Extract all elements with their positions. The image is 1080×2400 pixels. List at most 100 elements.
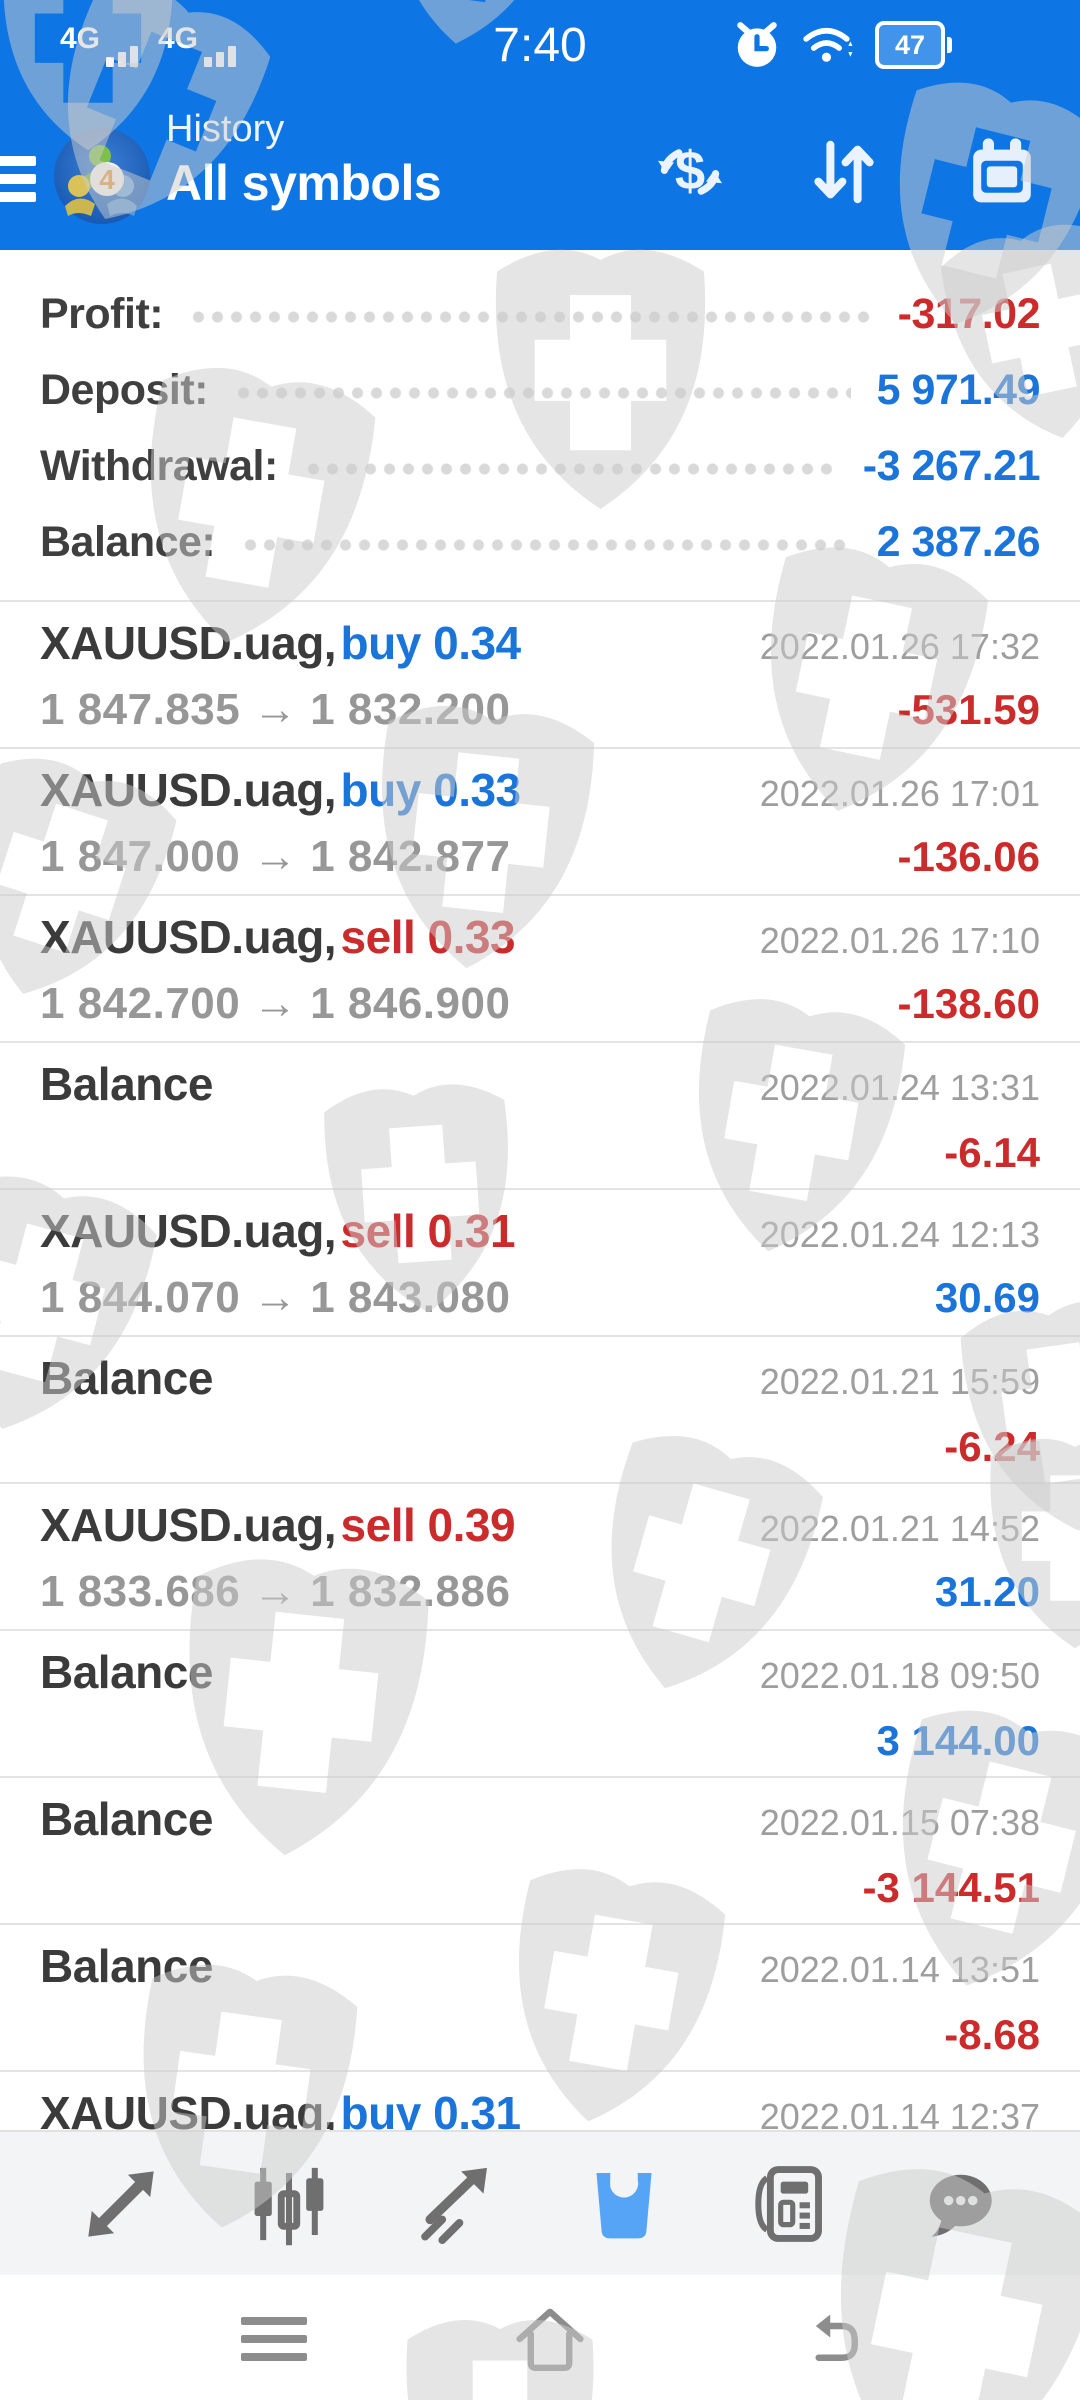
row-profit-value: -138.60: [897, 980, 1040, 1027]
trade-side-label: buy 0.33: [340, 764, 522, 816]
dotted-leader: [303, 459, 837, 479]
history-row-balance[interactable]: Balance 2022.01.21 15:59 -6.24: [0, 1335, 1080, 1482]
mt4-logo[interactable]: 4: [52, 126, 152, 226]
home-button[interactable]: [510, 2299, 590, 2379]
calendar-icon[interactable]: [962, 132, 1042, 212]
row-datetime: 2022.01.26 17:32: [759, 626, 1040, 667]
row-profit-value: -136.06: [897, 833, 1040, 880]
row-profit-value: 30.69: [934, 1274, 1040, 1321]
symbol-label: XAUUSD.uag,: [40, 764, 337, 816]
back-button[interactable]: [796, 2299, 876, 2379]
dotted-leader: [241, 535, 851, 555]
symbol-label: XAUUSD.uag,: [40, 1499, 337, 1551]
history-row-trade[interactable]: XAUUSD.uag, sell 0.33 2022.01.26 17:10 1 8…: [0, 894, 1080, 1041]
history-row-trade[interactable]: XAUUSD.uag, sell 0.39 2022.01.21 14:52 1 8…: [0, 1482, 1080, 1629]
summary-label: Withdrawal:: [40, 441, 278, 490]
history-row-trade[interactable]: XAUUSD.uag, buy 0.34 2022.01.26 17:32 1 84…: [0, 600, 1080, 747]
symbol-label: XAUUSD.uag,: [40, 911, 337, 963]
row-datetime: 2022.01.18 09:50: [759, 1655, 1040, 1696]
row-profit-value: -6.14: [944, 1129, 1040, 1176]
summary-value: -317.02: [897, 289, 1041, 338]
news-icon: [755, 2165, 823, 2242]
summary-label: Deposit:: [40, 365, 209, 414]
symbols-filter-label: All symbols: [166, 155, 442, 211]
row-datetime: 2022.01.26 17:01: [759, 773, 1040, 814]
summary-row-profit: Profit: -317.02: [40, 276, 1041, 352]
summary-value: 5 971.49: [876, 365, 1041, 414]
row-datetime: 2022.01.24 12:13: [759, 1214, 1040, 1255]
row-datetime: 2022.01.26 17:10: [759, 920, 1040, 961]
tab-charts[interactable]: [243, 2158, 335, 2250]
history-row-trade[interactable]: XAUUSD.uag, buy 0.33 2022.01.26 17:01 1 84…: [0, 747, 1080, 894]
tab-history[interactable]: [578, 2158, 670, 2250]
history-row-balance[interactable]: Balance 2022.01.14 13:51 -8.68: [0, 1923, 1080, 2070]
tab-news[interactable]: [745, 2158, 837, 2250]
account-summary: Profit: -317.02 Deposit: 5 971.49 Withdr…: [0, 250, 1080, 600]
row-datetime: 2022.01.24 13:31: [759, 1067, 1040, 1108]
summary-label: Balance:: [40, 517, 216, 566]
currency-exchange-icon[interactable]: $: [650, 132, 730, 212]
row-profit-value: 31.20: [934, 1568, 1040, 1615]
trade-side-label: buy 0.34: [340, 617, 522, 669]
trade-title: XAUUSD.uag, buy 0.34: [40, 616, 521, 682]
recents-button[interactable]: [234, 2299, 314, 2379]
open-close-prices: 1 844.070 → 1 843.080: [40, 1273, 511, 1322]
symbol-label: XAUUSD.uag,: [40, 1205, 337, 1257]
summary-value: 2 387.26: [876, 517, 1041, 566]
wifi-icon: [803, 27, 853, 62]
balance-label: Balance: [40, 1793, 213, 1845]
row-profit-value: -3 144.51: [862, 1864, 1040, 1911]
menu-icon[interactable]: [0, 156, 40, 202]
row-profit-value: -8.68: [944, 2011, 1040, 2058]
history-row-balance[interactable]: Balance 2022.01.24 13:31 -6.14: [0, 1041, 1080, 1188]
open-close-prices: 1 847.000 → 1 842.877: [40, 832, 511, 881]
summary-row-withdrawal: Withdrawal: -3 267.21: [40, 428, 1041, 504]
battery-icon: 47: [875, 21, 952, 69]
row-datetime: 2022.01.21 15:59: [759, 1361, 1040, 1402]
row-profit-value: -531.59: [897, 686, 1040, 733]
row-datetime: 2022.01.21 14:52: [759, 1508, 1040, 1549]
battery-percent: 47: [894, 29, 926, 60]
trade-title: XAUUSD.uag, sell 0.31: [40, 1204, 516, 1270]
quotes-icon: [88, 2170, 155, 2237]
trade-side-label: sell 0.39: [340, 1499, 516, 1551]
summary-row-balance: Balance: 2 387.26: [40, 504, 1041, 580]
sort-icon[interactable]: [804, 132, 884, 212]
summary-label: Profit:: [40, 289, 164, 338]
trade-side-label: sell 0.33: [340, 911, 516, 963]
open-close-prices: 1 847.835 → 1 832.200: [40, 685, 511, 734]
dotted-leader: [234, 383, 851, 403]
app-header: 4 History All symbols $: [0, 90, 1080, 250]
balance-label: Balance: [40, 1940, 213, 1992]
trade-title: XAUUSD.uag, sell 0.39: [40, 1498, 516, 1564]
tab-trade[interactable]: [410, 2158, 502, 2250]
history-row-balance[interactable]: Balance 2022.01.18 09:50 3 144.00: [0, 1629, 1080, 1776]
summary-row-deposit: Deposit: 5 971.49: [40, 352, 1041, 428]
summary-value: -3 267.21: [862, 441, 1041, 490]
open-close-prices: 1 833.686 → 1 832.886: [40, 1567, 511, 1616]
balance-label: Balance: [40, 1646, 213, 1698]
alarm-icon: [737, 22, 777, 67]
row-profit-value: 3 144.00: [876, 1717, 1041, 1764]
charts-icon: [254, 2167, 324, 2245]
page-title: History: [166, 108, 285, 150]
trade-icon: [421, 2167, 488, 2244]
history-row-balance[interactable]: Balance 2022.01.15 07:38 -3 144.51: [0, 1776, 1080, 1923]
tab-quotes[interactable]: [75, 2158, 167, 2250]
row-datetime: 2022.01.14 13:51: [759, 1949, 1040, 1990]
svg-text:4: 4: [99, 164, 115, 195]
trade-side-label: sell 0.31: [340, 1205, 516, 1257]
tab-messages[interactable]: [913, 2158, 1005, 2250]
history-list: XAUUSD.uag, buy 0.34 2022.01.26 17:32 1 84…: [0, 600, 1080, 2217]
open-close-prices: 1 842.700 → 1 846.900: [40, 979, 511, 1028]
trade-title: XAUUSD.uag, sell 0.33: [40, 910, 516, 976]
recents-icon: [241, 2307, 307, 2371]
messages-icon: [929, 2174, 992, 2237]
history-row-trade[interactable]: XAUUSD.uag, sell 0.31 2022.01.24 12:13 1 8…: [0, 1188, 1080, 1335]
dotted-leader: [189, 307, 872, 327]
row-datetime: 2022.01.15 07:38: [759, 1802, 1040, 1843]
history-tray-icon: [596, 2167, 652, 2238]
bottom-toolbar: [0, 2130, 1080, 2275]
system-nav-bar: [0, 2275, 1080, 2400]
